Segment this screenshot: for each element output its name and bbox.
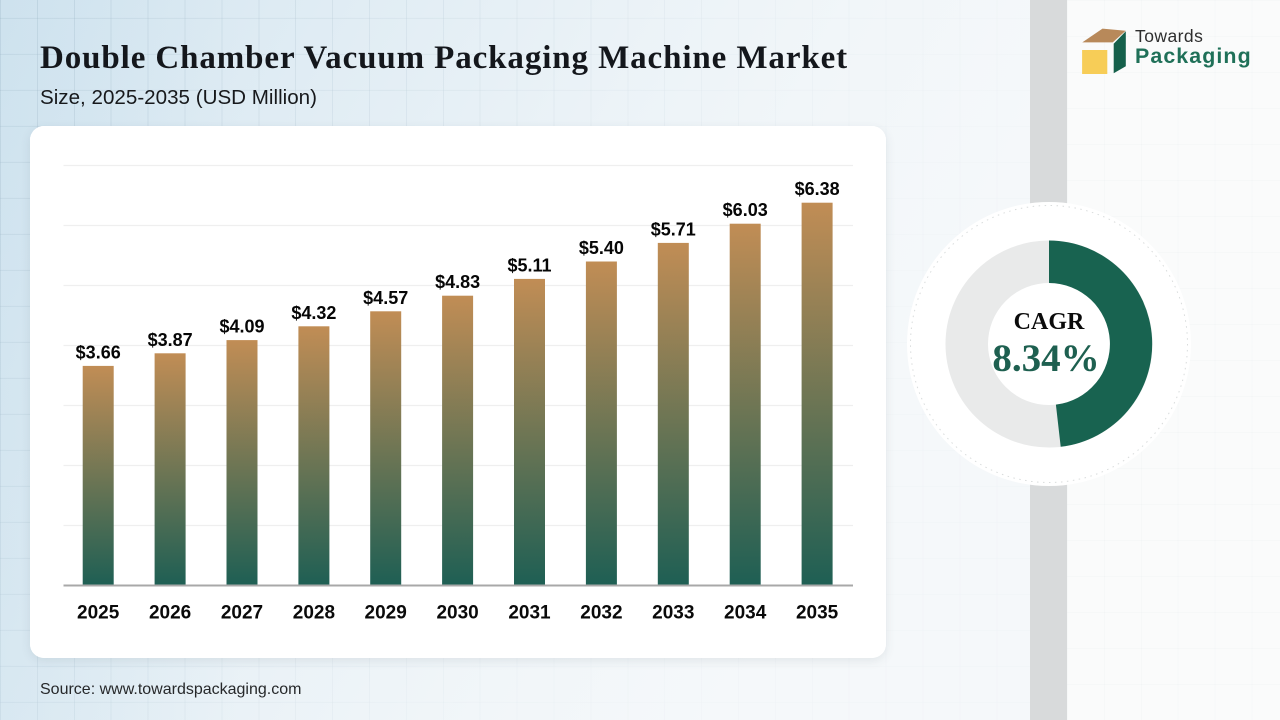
svg-text:$5.11: $5.11 (507, 255, 551, 275)
svg-text:$5.71: $5.71 (651, 219, 696, 239)
svg-text:2030: 2030 (436, 603, 478, 624)
svg-text:2028: 2028 (293, 603, 335, 624)
svg-text:$4.09: $4.09 (219, 317, 264, 337)
svg-text:$3.87: $3.87 (148, 330, 193, 350)
svg-text:2025: 2025 (77, 603, 120, 624)
svg-text:2029: 2029 (365, 603, 407, 624)
svg-text:2026: 2026 (149, 603, 191, 624)
svg-text:2027: 2027 (221, 603, 263, 624)
svg-text:$5.40: $5.40 (579, 238, 624, 258)
svg-text:$6.03: $6.03 (723, 200, 768, 220)
svg-text:$4.57: $4.57 (363, 288, 408, 308)
svg-text:$3.66: $3.66 (76, 342, 121, 362)
svg-text:2034: 2034 (724, 603, 767, 624)
svg-text:2033: 2033 (652, 603, 694, 624)
svg-text:2035: 2035 (796, 603, 839, 624)
svg-text:$6.38: $6.38 (795, 179, 840, 199)
svg-text:2032: 2032 (580, 603, 622, 624)
svg-text:$4.83: $4.83 (435, 272, 480, 292)
svg-text:$4.32: $4.32 (291, 303, 336, 323)
svg-text:2031: 2031 (508, 603, 551, 624)
